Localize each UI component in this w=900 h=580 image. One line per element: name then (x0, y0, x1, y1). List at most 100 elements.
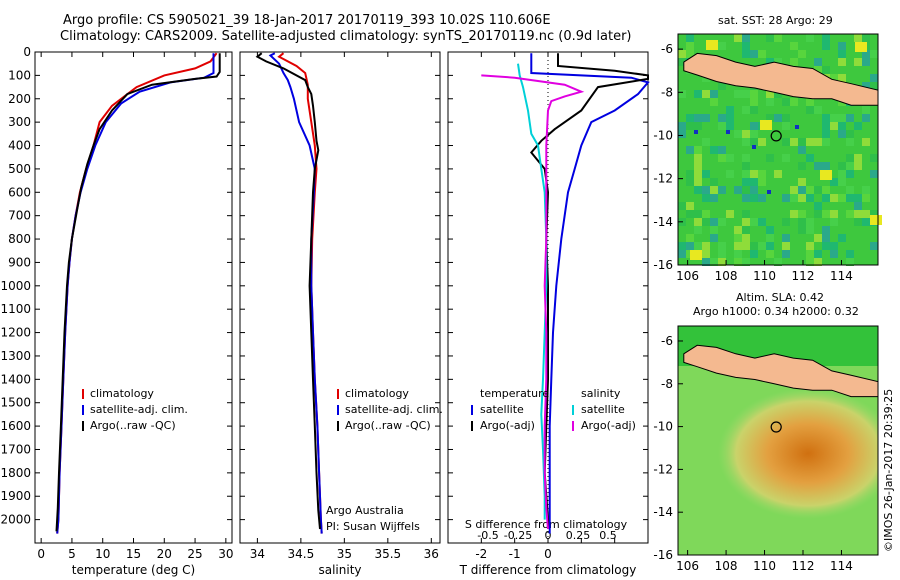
sst-cell (790, 186, 798, 194)
sst-cell (686, 210, 694, 218)
sst-cell (822, 130, 830, 138)
sst-cell (766, 234, 774, 242)
y-tick-label: 1500 (0, 396, 31, 410)
x-tick-label: 35.5 (374, 547, 401, 561)
map-y-tick-label: -8 (661, 85, 673, 99)
sst-cell (814, 250, 822, 258)
sst-cell (830, 74, 838, 82)
sst-cell (814, 210, 822, 218)
sst-cell (766, 114, 774, 122)
sst-cell (790, 98, 798, 106)
sst-cell (742, 138, 750, 146)
sst-cell (790, 210, 798, 218)
sst-cell (854, 194, 862, 202)
map-y-tick-label: -10 (653, 420, 673, 434)
argo-position-marker (770, 421, 782, 433)
sst-cell (734, 226, 742, 234)
sst-cell (686, 178, 694, 186)
sst-cell (814, 186, 822, 194)
sst-cell (798, 194, 806, 202)
sst-cell (806, 98, 814, 106)
y-tick-label: 2000 (0, 513, 31, 527)
sst-cell (766, 242, 774, 250)
x-tick-label: 0 (37, 547, 45, 561)
sst-cell (766, 90, 774, 98)
sst-cell (774, 58, 782, 66)
y-tick-label: 100 (8, 68, 31, 82)
sst-cell (854, 218, 862, 226)
sst-cell (854, 202, 862, 210)
sst-cell (710, 194, 718, 202)
sst-cell (742, 226, 750, 234)
x-tick-label: 5 (68, 547, 76, 561)
sst-cell (782, 242, 790, 250)
plot-frame (34, 51, 233, 544)
map-x-tick-label: 108 (715, 269, 738, 283)
legend-label: satellite (581, 403, 625, 416)
sst-cell (758, 50, 766, 58)
map-y-tick-label: -10 (653, 128, 673, 142)
sst-cell (798, 178, 806, 186)
sst-cell (814, 258, 822, 266)
sst-cell (814, 106, 822, 114)
legend-label: Argo(-adj) (581, 419, 636, 432)
map-y-tick-label: -16 (653, 548, 673, 562)
sst-cell (702, 242, 710, 250)
sst-cell (710, 146, 718, 154)
sst-cell (710, 98, 718, 106)
sst-cell (870, 170, 878, 178)
sst-cell (854, 162, 862, 170)
sst-cell (678, 130, 686, 138)
sst-cool-cell (694, 130, 698, 134)
sst-cell (750, 178, 758, 186)
sst-cell (798, 146, 806, 154)
sst-cell (846, 162, 854, 170)
sst-cell (806, 138, 814, 146)
sst-cell (750, 218, 758, 226)
sst-cell (694, 210, 702, 218)
sst-cell (862, 138, 870, 146)
x-tick-label: 34 (250, 547, 265, 561)
map-x-tick-label: 114 (830, 269, 853, 283)
x-tick-label: 10 (95, 547, 110, 561)
sst-cell (846, 186, 854, 194)
sst-cell (750, 242, 758, 250)
sst-cell (742, 170, 750, 178)
sst-cell (774, 114, 782, 122)
y-tick-label: 500 (8, 162, 31, 176)
sst-cell (774, 258, 782, 266)
map-x-tick-label: 108 (715, 559, 738, 573)
sst-cell (734, 234, 742, 242)
sst-cell (790, 42, 798, 50)
map-x-tick-label: 114 (830, 559, 853, 573)
sst-cell (694, 146, 702, 154)
sst-cell (694, 114, 702, 122)
sst-cell (710, 258, 718, 266)
sst-cell (846, 194, 854, 202)
sst-cell (742, 90, 750, 98)
sst-cell (766, 34, 774, 42)
sst-cell (822, 66, 830, 74)
sst-cell (742, 42, 750, 50)
y-tick-label: 800 (8, 232, 31, 246)
legend-label: Argo(..raw -QC) (90, 419, 176, 432)
sst-cell (798, 138, 806, 146)
sst-cell (742, 242, 750, 250)
sst-cell (838, 194, 846, 202)
sst-cell (718, 122, 726, 130)
difference-panel: -2 -1 0 -0.5 -0.25 0 0.25 0.5S difference from … (447, 51, 650, 577)
sst-cell (838, 74, 846, 82)
sst-cell (838, 234, 846, 242)
sst-cell (806, 250, 814, 258)
x-tick-label: -1 (509, 547, 521, 561)
sst-cell (718, 82, 726, 90)
y-tick-label: 1600 (0, 419, 31, 433)
sst-cell (678, 58, 686, 66)
sst-cell (694, 186, 702, 194)
sst-cell (718, 154, 726, 162)
sst-cell (862, 58, 870, 66)
sst-cell (710, 178, 718, 186)
sst-cell (758, 170, 766, 178)
sst-cell (758, 194, 766, 202)
sst-cell (822, 242, 830, 250)
